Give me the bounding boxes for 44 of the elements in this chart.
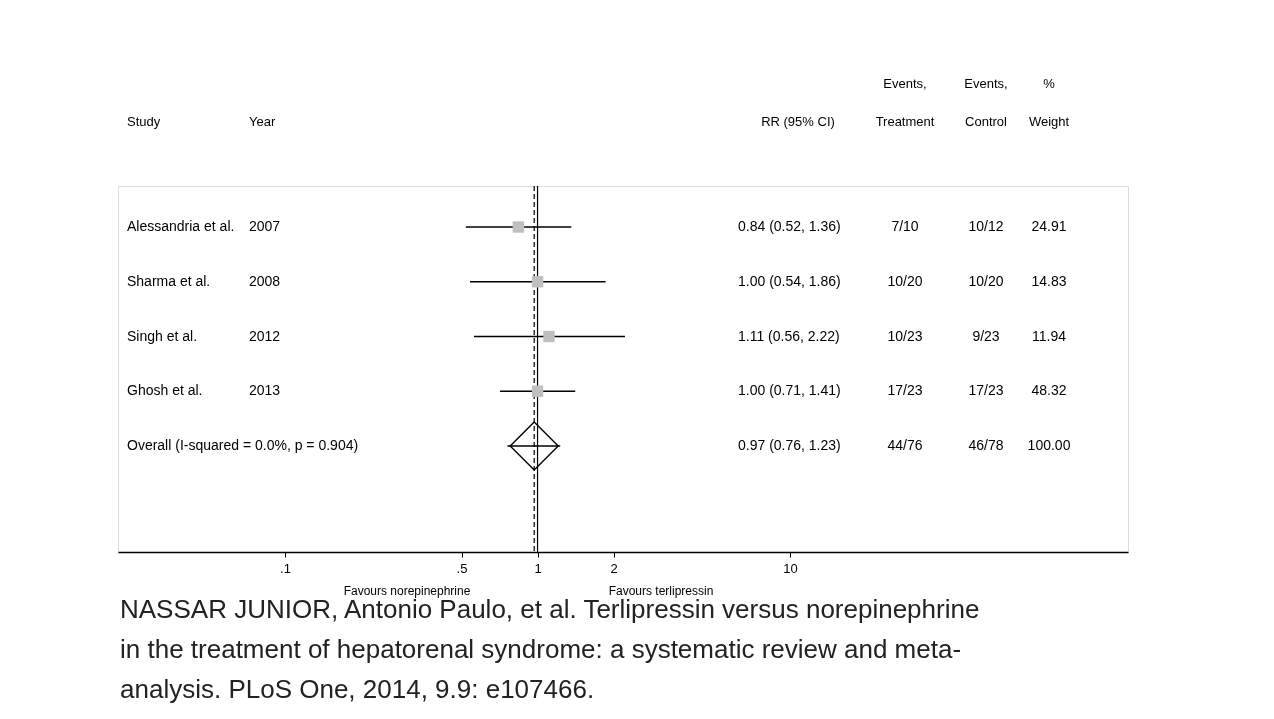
annotation: 0.84 (0.52, 1.36)	[738, 218, 841, 235]
y-tick-label: Singh et al.	[127, 327, 198, 344]
annotation: 44/76	[887, 437, 923, 454]
x-tick-label: 1	[534, 560, 542, 576]
text: Weight	[1028, 114, 1070, 129]
annotation: 48.32	[1031, 382, 1067, 399]
text: Treatment	[875, 114, 935, 129]
annotation: 1.11 (0.56, 2.22)	[738, 327, 840, 344]
annotation: 11.94	[1032, 327, 1067, 344]
y-tick-label: Sharma et al.	[127, 272, 211, 289]
annotation: 17/23	[968, 382, 1004, 399]
x-tick-label: 2	[610, 560, 618, 576]
annotation: 2007	[249, 218, 281, 235]
text: Control	[965, 114, 1008, 129]
x-tick-label: 10	[783, 560, 798, 576]
annotation: 9/23	[972, 327, 1000, 344]
annotation: 2013	[249, 382, 281, 399]
text: %	[1043, 76, 1056, 91]
annotation: 1.00 (0.71, 1.41)	[738, 382, 841, 399]
annotation: 1.00 (0.54, 1.86)	[738, 272, 841, 289]
annotation: 7/10	[891, 218, 919, 235]
text: Year	[249, 114, 276, 129]
annotation: 24.91	[1031, 218, 1067, 235]
y-tick-label: Alessandria et al.	[127, 218, 235, 235]
annotation: 17/23	[887, 382, 923, 399]
y-tick-label: Overall (I-squared = 0.0%, p = 0.904)	[127, 437, 359, 454]
text: Events,	[964, 76, 1008, 91]
annotation: 2012	[249, 327, 281, 344]
annotation: 2008	[249, 272, 281, 289]
annotation: 10/23	[887, 327, 923, 344]
text: Favours terlipressin	[608, 584, 714, 598]
annotation: 10/20	[887, 272, 923, 289]
annotation: 10/12	[968, 218, 1004, 235]
annotation: 10/20	[968, 272, 1004, 289]
x-tick-label: .1	[280, 560, 291, 576]
text: Events,	[883, 76, 927, 91]
text: Study	[127, 114, 161, 129]
annotation: 100.00	[1027, 437, 1071, 454]
text: RR (95% CI)	[761, 114, 835, 129]
y-tick-label: Ghosh et al.	[127, 382, 203, 399]
annotation: 0.97 (0.76, 1.23)	[738, 437, 841, 454]
annotation: 46/78	[968, 437, 1004, 454]
annotation: 14.83	[1031, 272, 1067, 289]
x-tick-label: .5	[456, 560, 468, 576]
